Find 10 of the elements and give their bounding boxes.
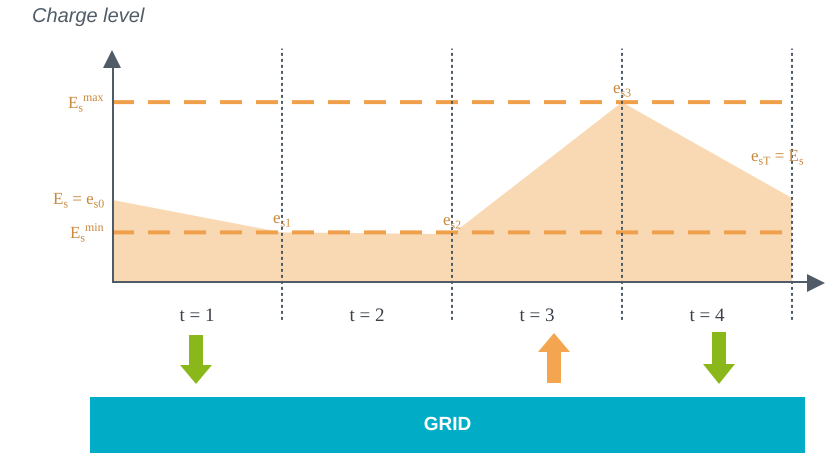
annotation: E$_{s}$ = e$_{s0}$: [53, 189, 104, 211]
x-tick-label: t = 3: [520, 305, 554, 326]
annotation: e$_{s1}$: [273, 208, 292, 230]
y-axis-title: Charge level: [32, 5, 145, 27]
annotation: e$_{s2}$: [443, 210, 462, 232]
annotation: e$_{sT}$ = E$_{s}$: [751, 146, 804, 168]
x-tick-label: t = 1: [180, 305, 214, 326]
annotation: e$_{s3}$: [613, 78, 632, 100]
x-tick-label: t = 4: [690, 305, 725, 326]
x-tick-label: t = 2: [350, 305, 384, 326]
